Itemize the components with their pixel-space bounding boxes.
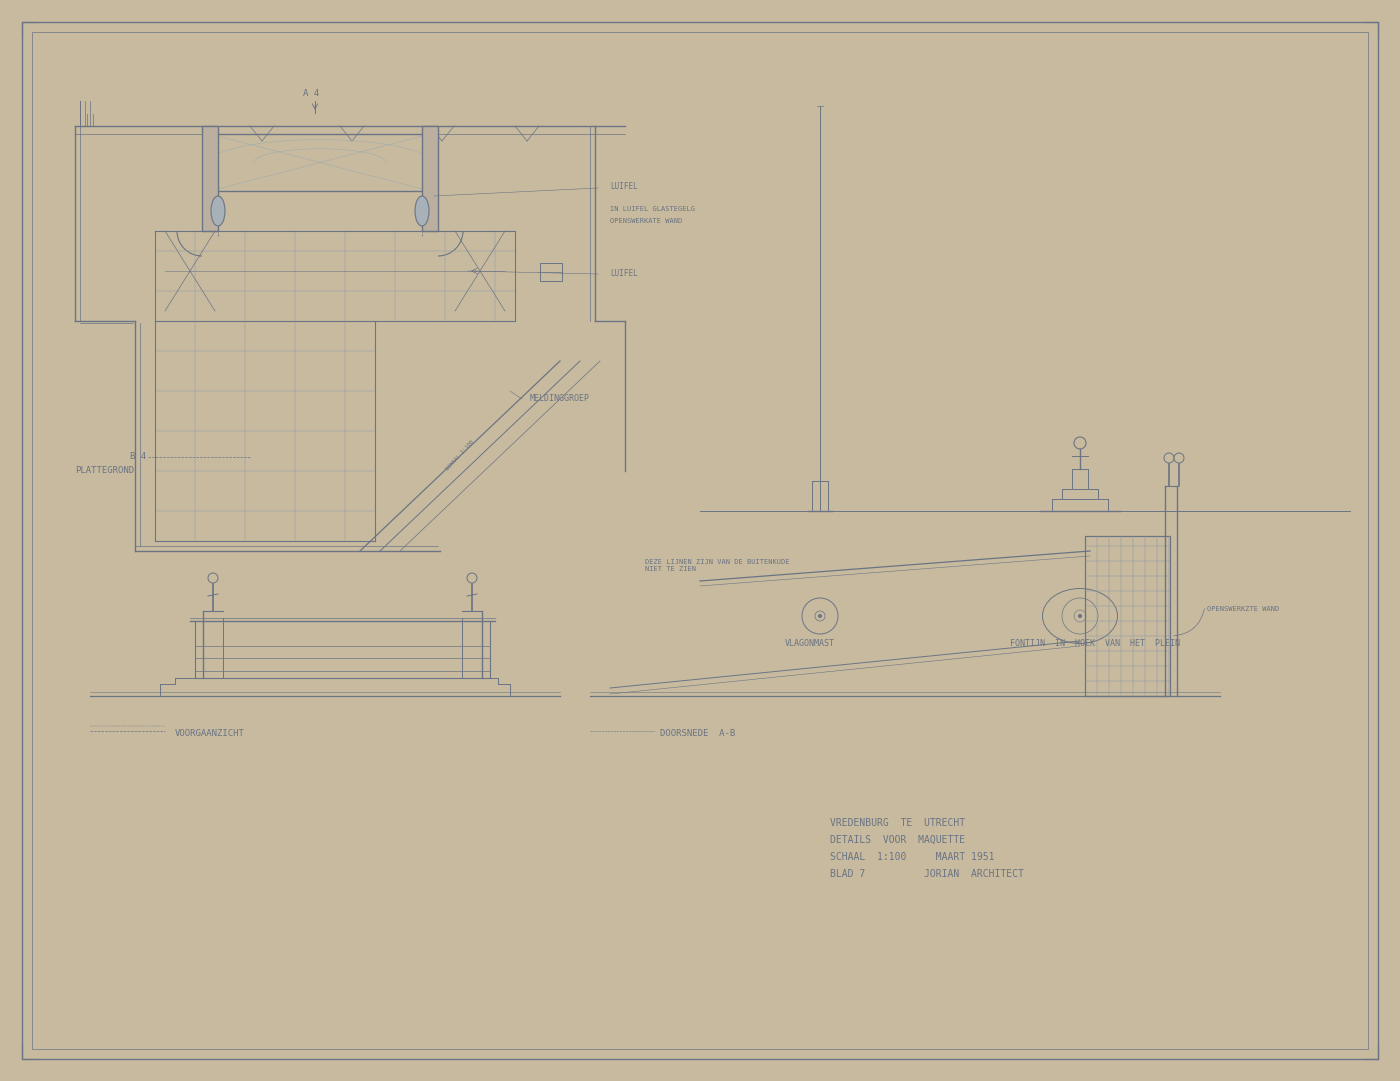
Text: LUIFEL: LUIFEL (610, 182, 638, 191)
Text: BLAD 7          JORIAN  ARCHITECT: BLAD 7 JORIAN ARCHITECT (830, 869, 1023, 879)
Text: VLAGONMAST: VLAGONMAST (785, 639, 834, 648)
Circle shape (209, 573, 218, 583)
Bar (1085, 536, 1170, 696)
Circle shape (1078, 614, 1082, 618)
Bar (202, 126, 218, 231)
Bar (421, 126, 438, 231)
Text: VOORGAANZICHT: VOORGAANZICHT (175, 729, 245, 738)
Circle shape (1175, 453, 1184, 463)
Text: OPENSWERKATE WAND: OPENSWERKATE WAND (610, 218, 682, 224)
Text: IN LUIFEL GLASTEGELG: IN LUIFEL GLASTEGELG (610, 206, 694, 212)
Circle shape (1163, 453, 1175, 463)
Bar (210, 134, 430, 191)
Text: MELDINGGROEP: MELDINGGROEP (531, 393, 589, 403)
Bar (540, 263, 561, 281)
Text: SCHAAL  1:100     MAART 1951: SCHAAL 1:100 MAART 1951 (830, 852, 994, 862)
Text: DOORSNEDE  A-B: DOORSNEDE A-B (659, 729, 735, 738)
Text: B 4: B 4 (130, 452, 146, 461)
Text: FONTIJN  IN  HOEK  VAN  HET  PLEIN: FONTIJN IN HOEK VAN HET PLEIN (1009, 639, 1180, 648)
Circle shape (468, 573, 477, 583)
Ellipse shape (211, 196, 225, 226)
Text: SCHAAL 1:100: SCHAAL 1:100 (445, 440, 475, 472)
Text: LUIFEL: LUIFEL (610, 269, 638, 278)
Text: DETAILS  VOOR  MAQUETTE: DETAILS VOOR MAQUETTE (830, 835, 965, 845)
Circle shape (818, 614, 822, 618)
Text: VREDENBURG  TE  UTRECHT: VREDENBURG TE UTRECHT (830, 818, 965, 828)
Circle shape (1074, 437, 1086, 449)
Text: OPENSWERKZTE WAND: OPENSWERKZTE WAND (1207, 606, 1280, 612)
Ellipse shape (414, 196, 428, 226)
Text: DEZE LIJNEN ZIJN VAN DE BUITENKUDE
NIET TE ZIEN: DEZE LIJNEN ZIJN VAN DE BUITENKUDE NIET … (645, 559, 790, 572)
Text: A 4: A 4 (302, 89, 319, 98)
Text: PLATTEGROND: PLATTEGROND (76, 466, 134, 475)
